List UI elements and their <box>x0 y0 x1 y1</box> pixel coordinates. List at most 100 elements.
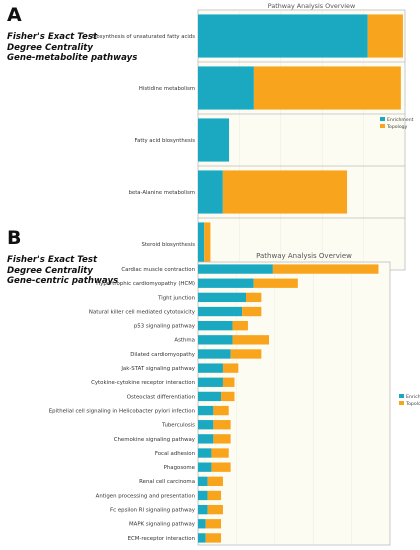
bar-topology <box>221 391 235 402</box>
category-label: Dilated cardiomyopathy <box>130 352 196 358</box>
bar-enrichment <box>198 405 214 416</box>
bar-enrichment <box>198 306 243 317</box>
legend-label: Enrichment <box>406 394 420 400</box>
category-label: MAPK signaling pathway <box>129 522 196 528</box>
bar-enrichment <box>198 504 208 515</box>
category-label: Phagosome <box>164 465 196 471</box>
bar-topology <box>211 448 229 458</box>
category-label: Fatty acid biosynthesis <box>135 138 196 144</box>
category-label: beta-Alanine metabolism <box>129 190 195 196</box>
bar-enrichment <box>198 476 208 486</box>
bar-topology <box>232 335 270 345</box>
category-label: Chemokine signaling pathway <box>114 437 196 443</box>
bar-topology <box>207 476 223 486</box>
bar-enrichment <box>198 363 223 373</box>
bar-enrichment <box>198 391 222 402</box>
bar-enrichment <box>198 448 212 458</box>
category-label: p53 signaling pathway <box>134 324 196 330</box>
chart-title: Pathway Analysis Overview <box>256 252 352 260</box>
bar-enrichment <box>198 14 368 58</box>
category-label: Osteoclast differentiation <box>127 394 195 400</box>
chart-title: Pathway Analysis Overview <box>268 2 355 10</box>
bar-topology <box>272 264 379 274</box>
category-label: Epithelial cell signaling in Helicobacte… <box>49 408 195 414</box>
bar-enrichment <box>198 462 212 472</box>
legend-label: Topology <box>405 401 420 407</box>
bar-enrichment <box>198 434 214 444</box>
bar-enrichment <box>198 278 254 288</box>
bar-topology <box>205 519 222 529</box>
bar-topology <box>211 462 231 472</box>
legend-label: Enrichment <box>387 117 414 123</box>
bar-topology <box>222 377 235 387</box>
legend-swatch <box>399 394 404 398</box>
bar-enrichment <box>198 222 205 266</box>
bar-enrichment <box>198 321 233 331</box>
bar-topology <box>246 292 262 303</box>
bar-topology <box>213 434 231 444</box>
bar-topology <box>242 306 262 317</box>
panel-b-method-line: Fisher's Exact Test <box>7 255 98 265</box>
chart-a: Pathway Analysis Overview Biosynthesis of… <box>91 2 414 271</box>
category-label: Antigen processing and presentation <box>96 493 195 499</box>
bar-enrichment <box>198 292 246 303</box>
bar-topology <box>253 66 401 110</box>
category-label: ECM-receptor interaction <box>128 536 195 542</box>
legend-swatch <box>399 401 404 405</box>
category-label: Focal adhesion <box>155 451 195 457</box>
bar-enrichment <box>198 118 230 162</box>
bar-topology <box>222 363 239 373</box>
bar-topology <box>207 504 223 515</box>
category-label: Cardiac muscle contraction <box>121 267 195 273</box>
panel-b-method-line: Degree Centrality <box>7 265 94 276</box>
panel-b-method-text: Fisher's Exact Test Degree Centrality Ge… <box>7 255 118 287</box>
category-label: Steroid biosynthesis <box>141 242 195 248</box>
panel-a-method-line: Degree Centrality <box>7 42 94 53</box>
category-label: Cytokine-cytokine receptor interaction <box>91 380 195 386</box>
bar-topology <box>213 405 229 416</box>
category-label: Histidine metabolism <box>139 86 195 92</box>
bar-topology <box>222 170 348 214</box>
bar-enrichment <box>198 519 206 529</box>
category-label: Renal cell carcinoma <box>139 479 195 485</box>
category-label: Jak-STAT signaling pathway <box>120 366 195 372</box>
category-label: Asthma <box>174 338 195 344</box>
bar-topology <box>232 321 248 331</box>
category-label: Tight junction <box>157 295 195 301</box>
bar-enrichment <box>198 490 208 501</box>
bar-enrichment <box>198 420 214 430</box>
bar-topology <box>253 278 298 288</box>
legend-swatch <box>380 124 385 128</box>
category-label: Natural killer cell mediated cytotoxicit… <box>89 309 196 315</box>
bar-enrichment <box>198 66 254 110</box>
panel-a-method-text: Fisher's Exact Test Degree Centrality Ge… <box>7 32 137 64</box>
category-label: Biosynthesis of unsaturated fatty acids <box>91 34 195 40</box>
chart-b: Pathway Analysis Overview Cardiac muscle … <box>49 252 420 546</box>
category-label: Fc epsilon RI signaling pathway <box>110 508 196 514</box>
bar-topology <box>230 349 262 359</box>
bar-enrichment <box>198 349 231 359</box>
bar-enrichment <box>198 170 223 214</box>
bar-enrichment <box>198 335 233 345</box>
category-label: Hypertrophic cardiomyopathy (HCM) <box>96 281 195 287</box>
bar-topology <box>205 533 222 543</box>
panel-a-method-line: Gene-metabolite pathways <box>7 53 138 63</box>
category-label: Tuberculosis <box>161 423 195 429</box>
plot-area <box>197 261 391 546</box>
bar-enrichment <box>198 264 273 274</box>
panel-a-letter: A <box>7 4 22 26</box>
panel-b-method-line: Gene-centric pathways <box>7 276 119 286</box>
legend-swatch <box>380 117 385 121</box>
panel-b-letter: B <box>7 227 22 249</box>
legend-label: Topology <box>386 124 408 130</box>
bar-topology <box>213 420 231 430</box>
bar-topology <box>367 14 403 58</box>
bar-enrichment <box>198 533 206 543</box>
panel-a-method-line: Fisher's Exact Test <box>7 32 98 42</box>
bar-topology <box>207 490 222 501</box>
bar-topology <box>204 222 211 266</box>
bar-enrichment <box>198 377 223 387</box>
